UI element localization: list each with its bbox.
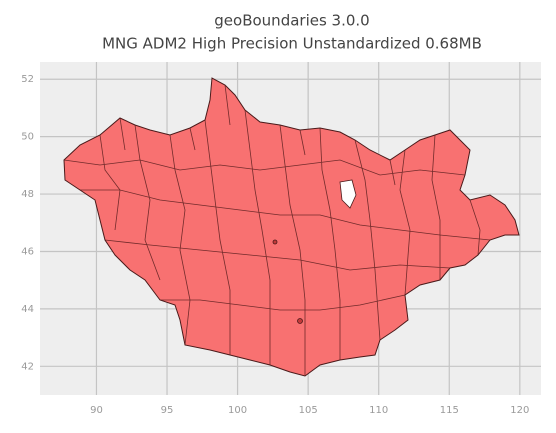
city-district (297, 318, 303, 324)
y-tick-label: 42 (21, 361, 34, 372)
y-tick-label: 46 (21, 246, 34, 257)
country-outline (63, 77, 520, 377)
chart-title: geoBoundaries 3.0.0 (214, 12, 369, 30)
x-tick-label: 100 (228, 405, 247, 416)
country-map (63, 77, 520, 377)
y-tick-label: 50 (21, 132, 34, 143)
district-boundaries (63, 84, 491, 376)
y-tick-label: 48 (21, 189, 34, 200)
x-tick-label: 95 (161, 405, 174, 416)
x-tick-label: 110 (369, 405, 388, 416)
x-tick-label: 115 (440, 405, 459, 416)
x-tick-label: 90 (90, 405, 103, 416)
x-tick-label: 120 (510, 405, 529, 416)
x-tick-label: 105 (299, 405, 318, 416)
lake (339, 179, 357, 209)
chart-subtitle: MNG ADM2 High Precision Unstandardized 0… (102, 35, 482, 53)
y-tick-label: 44 (21, 304, 34, 315)
city-district (272, 239, 278, 245)
y-tick-label: 52 (21, 74, 34, 85)
